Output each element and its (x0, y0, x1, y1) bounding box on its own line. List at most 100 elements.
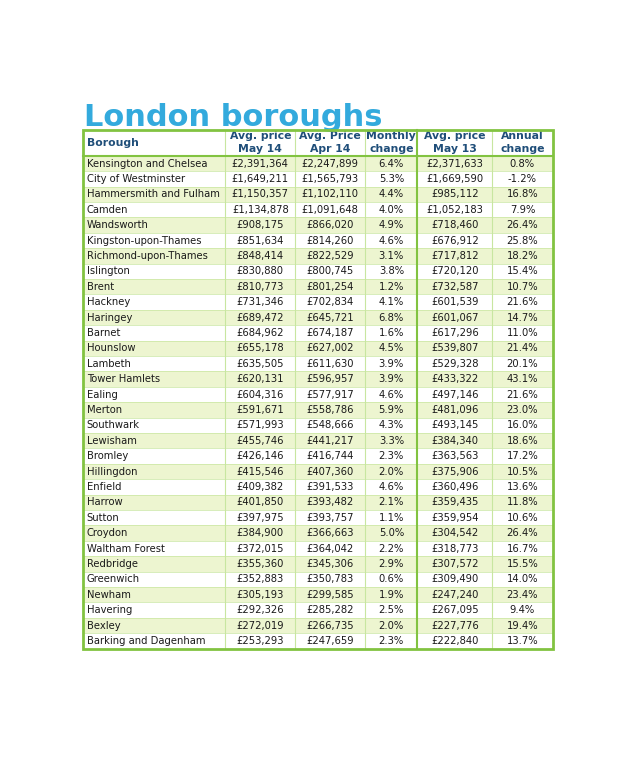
Bar (83, 464, 552, 480)
Text: Hammersmith and Fulham: Hammersmith and Fulham (87, 189, 219, 199)
Text: £1,102,110: £1,102,110 (302, 189, 359, 199)
Text: Avg. Price
Apr 14: Avg. Price Apr 14 (299, 131, 361, 154)
Bar (83, 633, 552, 649)
Text: London boroughs: London boroughs (84, 103, 382, 131)
Bar (83, 448, 552, 464)
Bar (83, 541, 552, 556)
Text: 16.7%: 16.7% (507, 543, 538, 553)
Text: 4.3%: 4.3% (379, 420, 404, 430)
Bar (83, 525, 552, 541)
Bar (83, 572, 552, 587)
Bar (83, 325, 552, 340)
Text: 16.0%: 16.0% (507, 420, 538, 430)
Text: Enfield: Enfield (87, 482, 122, 492)
Text: £866,020: £866,020 (307, 220, 354, 230)
Text: 4.1%: 4.1% (379, 297, 404, 307)
Text: £247,659: £247,659 (306, 636, 354, 646)
Text: £360,496: £360,496 (431, 482, 479, 492)
Text: 0.6%: 0.6% (379, 575, 404, 584)
Text: £393,757: £393,757 (306, 513, 354, 523)
Text: £717,812: £717,812 (431, 251, 479, 261)
Text: 5.3%: 5.3% (379, 174, 404, 184)
Text: £2,247,899: £2,247,899 (302, 159, 359, 169)
Text: Richmond-upon-Thames: Richmond-upon-Thames (87, 251, 208, 261)
Text: 6.8%: 6.8% (379, 312, 404, 322)
Text: £684,962: £684,962 (237, 328, 284, 338)
Text: £2,371,633: £2,371,633 (427, 159, 483, 169)
Text: Kingston-upon-Thames: Kingston-upon-Thames (87, 236, 202, 245)
Text: City of Westminster: City of Westminster (87, 174, 185, 184)
Text: £227,776: £227,776 (431, 621, 479, 631)
Bar (83, 340, 552, 356)
Text: £814,260: £814,260 (307, 236, 354, 245)
Text: 2.3%: 2.3% (379, 636, 404, 646)
Text: £397,975: £397,975 (236, 513, 284, 523)
Text: £267,095: £267,095 (431, 605, 479, 615)
Text: 18.6%: 18.6% (507, 435, 538, 446)
Bar (83, 387, 552, 402)
Bar (83, 510, 552, 525)
Text: 26.4%: 26.4% (507, 220, 538, 230)
Bar (83, 310, 552, 325)
Bar (83, 433, 552, 448)
Text: 15.5%: 15.5% (507, 559, 538, 569)
Text: £391,533: £391,533 (307, 482, 354, 492)
Text: £497,146: £497,146 (431, 390, 479, 400)
Text: Bromley: Bromley (87, 451, 128, 461)
Text: £393,482: £393,482 (307, 497, 354, 508)
Text: £350,783: £350,783 (307, 575, 354, 584)
Bar (83, 372, 552, 387)
Text: 6.4%: 6.4% (379, 159, 404, 169)
Text: 4.5%: 4.5% (379, 344, 404, 353)
Text: Hillingdon: Hillingdon (87, 467, 137, 477)
Bar (83, 618, 552, 633)
Text: £292,326: £292,326 (236, 605, 284, 615)
Text: 20.1%: 20.1% (507, 359, 538, 369)
Text: 2.3%: 2.3% (379, 451, 404, 461)
Text: Avg. price
May 14: Avg. price May 14 (229, 131, 291, 154)
Text: £372,015: £372,015 (237, 543, 284, 553)
Bar (83, 418, 552, 433)
Text: Newham: Newham (87, 590, 131, 600)
Text: £384,340: £384,340 (432, 435, 479, 446)
Text: £635,505: £635,505 (237, 359, 284, 369)
Text: Islington: Islington (87, 267, 130, 277)
Text: £851,634: £851,634 (237, 236, 284, 245)
Text: 3.8%: 3.8% (379, 267, 404, 277)
Text: £601,539: £601,539 (431, 297, 479, 307)
Text: 3.1%: 3.1% (379, 251, 404, 261)
Text: £731,346: £731,346 (237, 297, 284, 307)
Text: £2,391,364: £2,391,364 (232, 159, 289, 169)
Text: 10.7%: 10.7% (507, 282, 538, 292)
Text: £1,565,793: £1,565,793 (302, 174, 359, 184)
Text: £617,296: £617,296 (431, 328, 479, 338)
Text: 2.1%: 2.1% (379, 497, 404, 508)
Text: 2.0%: 2.0% (379, 467, 404, 477)
Text: £345,306: £345,306 (307, 559, 354, 569)
Text: 43.1%: 43.1% (507, 374, 538, 385)
Text: 2.5%: 2.5% (379, 605, 404, 615)
Bar (83, 187, 552, 202)
Text: £801,254: £801,254 (307, 282, 354, 292)
Bar (83, 495, 552, 510)
Text: 1.1%: 1.1% (379, 513, 404, 523)
Text: 11.8%: 11.8% (507, 497, 538, 508)
Text: £375,906: £375,906 (431, 467, 479, 477)
Text: £848,414: £848,414 (237, 251, 284, 261)
Bar (83, 130, 552, 649)
Text: £359,435: £359,435 (431, 497, 479, 508)
Text: £222,840: £222,840 (431, 636, 479, 646)
Text: £601,067: £601,067 (431, 312, 479, 322)
Text: Annual
change: Annual change (500, 131, 544, 154)
Text: 14.0%: 14.0% (507, 575, 538, 584)
Bar (83, 587, 552, 603)
Text: £409,382: £409,382 (237, 482, 284, 492)
Text: £426,146: £426,146 (237, 451, 284, 461)
Text: Haringey: Haringey (87, 312, 132, 322)
Text: Hackney: Hackney (87, 297, 130, 307)
Bar (83, 233, 552, 249)
Text: £272,019: £272,019 (236, 621, 284, 631)
Text: 3.3%: 3.3% (379, 435, 404, 446)
Text: £481,096: £481,096 (431, 405, 479, 415)
Text: £720,120: £720,120 (431, 267, 479, 277)
